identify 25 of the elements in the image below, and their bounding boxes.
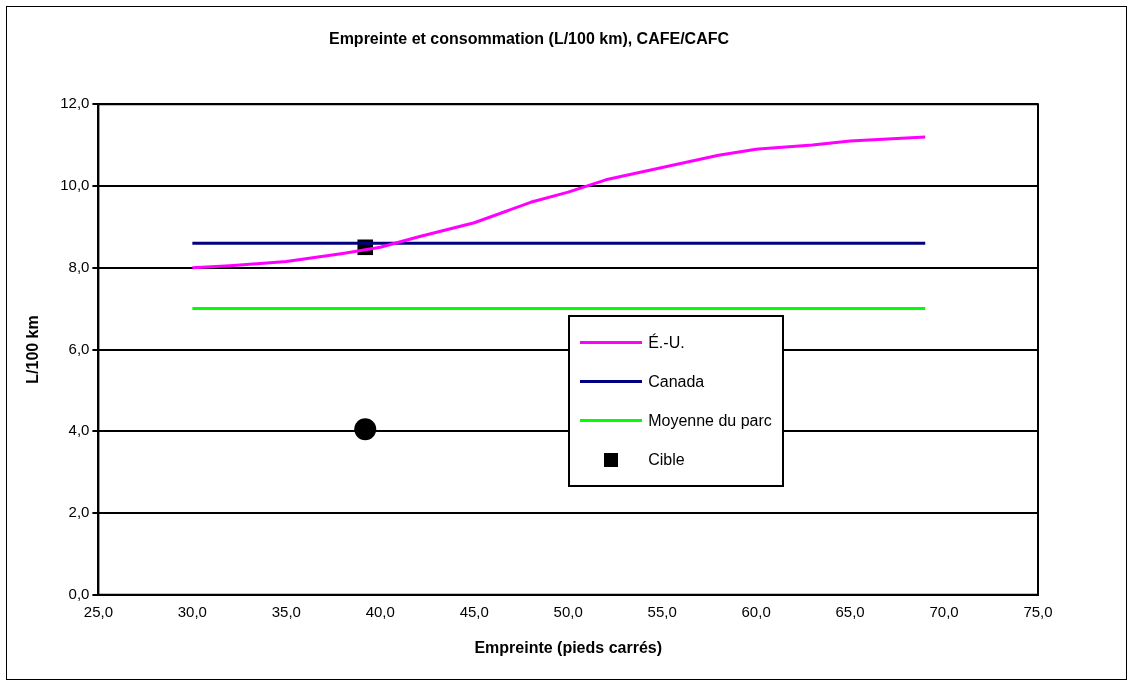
y-tick-label: 6,0 (68, 339, 90, 357)
y-tick-label: 12,0 (60, 94, 90, 112)
x-tick-label: 75,0 (1023, 602, 1053, 620)
x-tick-label: 55,0 (647, 602, 677, 620)
x-tick-label: 40,0 (365, 602, 395, 620)
y-tick-label: 2,0 (68, 503, 90, 521)
legend-label: É.-U. (648, 333, 685, 352)
legend-label: Cible (648, 450, 685, 469)
x-tick-label: 65,0 (835, 602, 865, 620)
x-tick-label: 30,0 (177, 602, 207, 620)
x-tick-label: 45,0 (459, 602, 489, 620)
y-tick-label: 10,0 (60, 176, 90, 194)
legend-label: Canada (648, 372, 705, 391)
x-tick-label: 25,0 (83, 602, 113, 620)
x-tick-label: 60,0 (741, 602, 771, 620)
y-tick-label: 4,0 (68, 421, 90, 439)
legend-label: Moyenne du parc (648, 411, 772, 430)
y-tick-label: 8,0 (68, 257, 90, 275)
y-axis-title: L/100 km (24, 315, 42, 384)
y-tick-label: 0,0 (68, 584, 90, 602)
x-tick-label: 35,0 (271, 602, 301, 620)
x-tick-label: 50,0 (553, 602, 583, 620)
chart-title: Empreinte et consommation (L/100 km), CAFE/CAFC (328, 30, 730, 48)
x-axis-title: Empreinte (pieds carrés) (474, 638, 663, 656)
x-tick-label: 70,0 (929, 602, 959, 620)
